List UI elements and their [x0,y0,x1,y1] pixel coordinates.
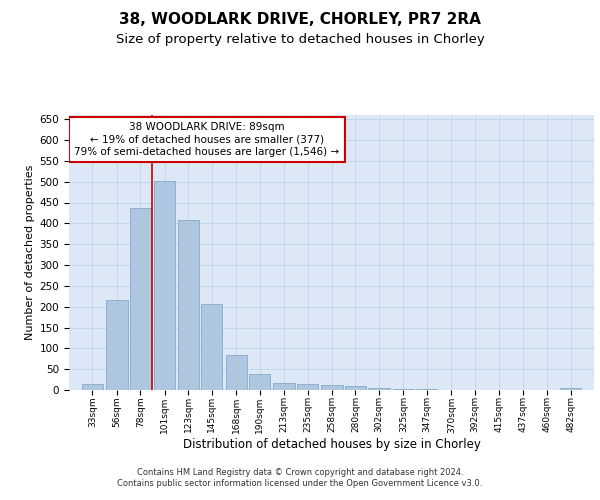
Bar [393,389,414,390]
Bar [297,384,318,390]
Bar [82,384,103,390]
Text: Size of property relative to detached houses in Chorley: Size of property relative to detached ho… [116,32,484,46]
Bar [178,220,199,390]
Bar [416,389,437,390]
Bar [274,383,295,390]
Bar [322,385,343,390]
Text: ← 19% of detached houses are smaller (377): ← 19% of detached houses are smaller (37… [90,134,324,144]
X-axis label: Distribution of detached houses by size in Chorley: Distribution of detached houses by size … [182,438,481,451]
Y-axis label: Number of detached properties: Number of detached properties [25,165,35,340]
FancyBboxPatch shape [69,117,345,162]
Text: 38 WOODLARK DRIVE: 89sqm: 38 WOODLARK DRIVE: 89sqm [129,122,285,132]
Bar [154,181,175,390]
Bar [560,388,581,390]
Text: Contains HM Land Registry data © Crown copyright and database right 2024.
Contai: Contains HM Land Registry data © Crown c… [118,468,482,487]
Bar [106,300,128,390]
Bar [345,386,366,390]
Text: 79% of semi-detached houses are larger (1,546) →: 79% of semi-detached houses are larger (… [74,147,340,157]
Bar [368,388,389,390]
Bar [249,374,270,390]
Bar [201,304,223,390]
Bar [130,208,151,390]
Bar [226,354,247,390]
Text: 38, WOODLARK DRIVE, CHORLEY, PR7 2RA: 38, WOODLARK DRIVE, CHORLEY, PR7 2RA [119,12,481,28]
